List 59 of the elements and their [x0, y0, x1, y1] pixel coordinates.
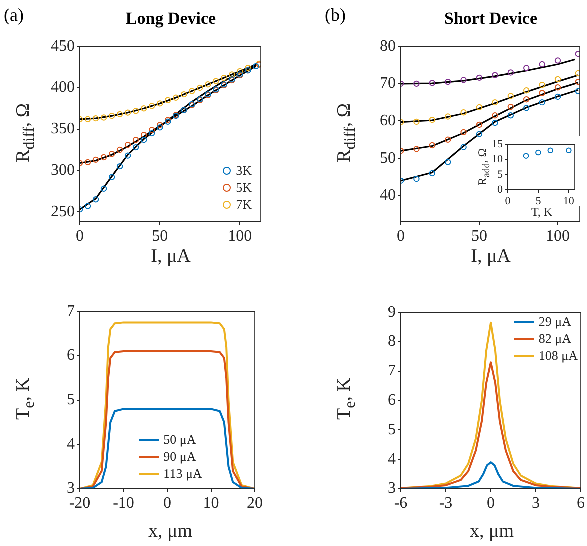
y-tick-label: 6 [388, 392, 396, 410]
y-tick-label: 7 [388, 362, 396, 380]
y-tick-label: 300 [51, 162, 75, 179]
y-tick-label: 450 [51, 38, 75, 55]
x-tick-label: 50 [472, 228, 488, 245]
y-tick-label: 350 [51, 120, 75, 138]
x-tick-label: -10 [113, 494, 134, 512]
y-tick-label: 8 [388, 333, 396, 350]
y-tick-label: 4 [67, 436, 75, 453]
y-tick-label: 5 [498, 168, 504, 181]
y-tick-label: 3 [388, 480, 396, 498]
legend-label: 108 μA [538, 347, 578, 364]
x-tick-label: 10 [203, 494, 220, 512]
y-tick-label: 250 [51, 203, 75, 220]
x-tick-label: 100 [546, 228, 570, 245]
y-tick-label: 10 [492, 154, 504, 166]
y-tick-label: 3 [67, 480, 75, 498]
y-tick-label: 9 [388, 304, 396, 321]
y-tick-label: 70 [380, 75, 396, 92]
x-tick-label: -6 [394, 494, 408, 512]
legend-label: 50 μA [164, 431, 196, 448]
y-tick-label: 15 [492, 138, 504, 150]
y-tick-label: 80 [380, 38, 396, 55]
legend-label: 3K [236, 162, 252, 179]
chart-title: Long Device [126, 9, 216, 29]
y-tick-label: 0 [498, 184, 504, 196]
x-tick-label: 20 [247, 494, 263, 512]
x-axis-title: I, μA [471, 246, 511, 268]
x-tick-label: 6 [577, 494, 585, 512]
legend-label: 82 μA [538, 330, 572, 347]
x-axis-title: I, μA [151, 246, 191, 268]
x-tick-label: 100 [228, 228, 252, 245]
y-tick-label: 60 [380, 112, 396, 130]
y-tick-label: 4 [388, 450, 396, 468]
y-tick-label: 6 [67, 347, 75, 364]
y-tick-label: 5 [388, 421, 396, 438]
legend-label: 5K [236, 179, 252, 196]
chart-title: Short Device [444, 9, 538, 29]
y-tick-label: 50 [380, 150, 396, 167]
x-axis-title: x, μm [148, 521, 192, 543]
legend-label: 29 μA [538, 313, 572, 330]
y-tick-label: 7 [67, 302, 75, 320]
x-tick-label: -3 [439, 494, 453, 512]
legend-label: 113 μA [164, 465, 202, 482]
x-tick-label: 50 [152, 228, 168, 245]
x-tick-label: 0 [164, 494, 172, 512]
x-axis-title: x, μm [470, 521, 514, 543]
text: (b) [325, 5, 346, 26]
legend-label: 90 μA [164, 448, 196, 465]
x-axis-title: T, K [531, 205, 553, 220]
x-tick-label: 3 [532, 494, 540, 512]
x-tick-label: -20 [69, 494, 91, 512]
y-tick-label: 5 [67, 392, 75, 409]
legend-label: 7K [236, 196, 252, 213]
y-tick-label: 400 [51, 79, 75, 96]
x-tick-label: 5 [536, 195, 542, 208]
text: (a) [4, 5, 24, 26]
y-tick-label: 40 [380, 187, 396, 204]
x-tick-label: 10 [563, 195, 575, 208]
